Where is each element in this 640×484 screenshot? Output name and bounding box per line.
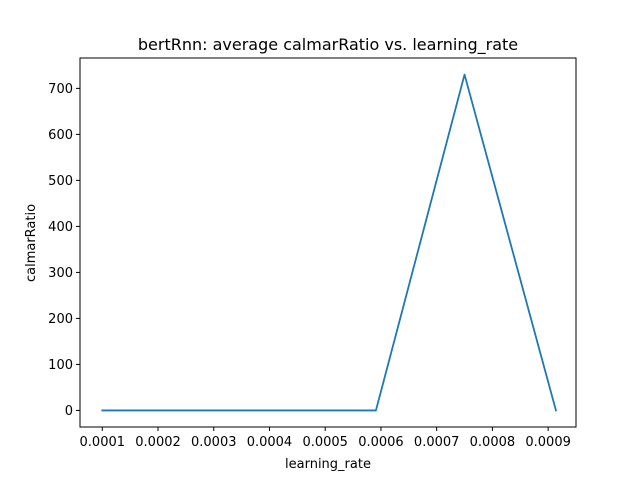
x-axis-ticks: 0.0001 0.0002 0.0003 0.0004 0.0005 0.0006 0.00…: [80, 427, 571, 450]
x-tick-label: 0.0009: [525, 435, 571, 450]
x-tick-label: 0.0005: [302, 435, 348, 450]
x-axis-label: learning_rate: [285, 457, 371, 472]
y-axis-label: calmarRatio: [24, 204, 39, 282]
x-tick-label: 0.0003: [191, 435, 237, 450]
y-axis-ticks: 0 100 200 300 400 500 600 700: [48, 82, 80, 419]
chart-title: bertRnn: average calmarRatio vs. learnin…: [138, 35, 518, 55]
x-tick-label: 0.0001: [80, 435, 126, 450]
x-tick-label: 0.0007: [414, 435, 460, 450]
y-tick-label: 400: [48, 220, 73, 235]
y-tick-label: 600: [48, 128, 73, 143]
series-layer: [101, 73, 558, 412]
x-tick-label: 0.0006: [358, 435, 404, 450]
x-tick-label: 0.0004: [247, 435, 293, 450]
y-tick-label: 0: [65, 404, 73, 419]
x-tick-label: 0.0002: [135, 435, 181, 450]
x-tick-label: 0.0008: [470, 435, 516, 450]
y-tick-label: 100: [48, 358, 73, 373]
y-tick-label: 700: [48, 82, 73, 97]
series-line: [101, 73, 558, 412]
y-tick-label: 500: [48, 174, 73, 189]
y-tick-label: 200: [48, 312, 73, 327]
plot-frame: [79, 57, 577, 428]
y-tick-label: 300: [48, 266, 73, 281]
